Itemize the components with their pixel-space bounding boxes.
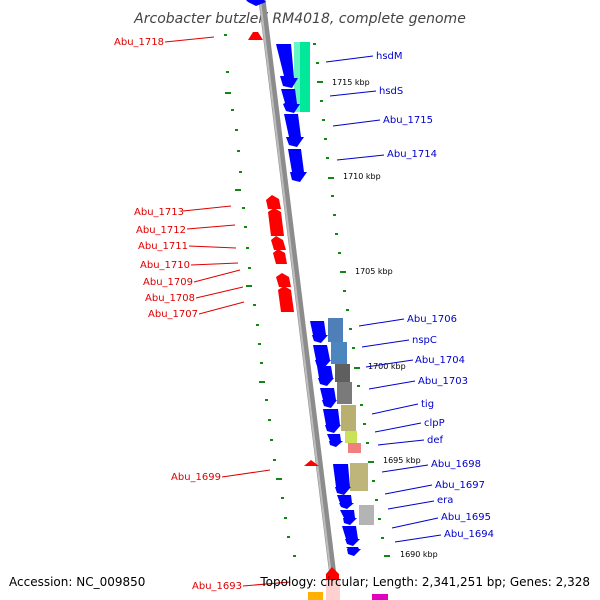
gene-label-forward[interactable]: Abu_1697 xyxy=(435,480,485,491)
gene-label-reverse[interactable]: Abu_1710 xyxy=(140,260,190,271)
category-bar-abu1703 xyxy=(337,382,352,404)
gene-arrow-abu1712[interactable] xyxy=(268,208,284,236)
gene-label-forward[interactable]: Abu_1694 xyxy=(444,529,494,540)
gene-arrow-hsds[interactable] xyxy=(281,89,300,113)
gene-arrow-abu1703[interactable] xyxy=(320,388,337,408)
scale-label: 1710 kbp xyxy=(343,172,381,181)
gene-label-forward[interactable]: Abu_1706 xyxy=(407,314,457,325)
category-bars xyxy=(294,42,374,525)
gene-arrow-abu1718[interactable] xyxy=(248,32,263,40)
gene-arrow-abu1709[interactable] xyxy=(276,273,291,287)
gene-label-forward[interactable]: Abu_1704 xyxy=(415,355,465,366)
category-bar-abu1706 xyxy=(328,318,343,342)
genome-backbone xyxy=(258,0,340,600)
gene-arrow-era[interactable] xyxy=(340,510,357,525)
gene-label-reverse[interactable]: Abu_1707 xyxy=(148,309,198,320)
forward-genes xyxy=(246,0,361,556)
scale-label: 1705 kbp xyxy=(355,267,393,276)
gene-arrow-abu1704[interactable] xyxy=(317,366,334,386)
category-bar-abu1704 xyxy=(335,364,350,382)
gene-label-reverse[interactable]: Abu_1709 xyxy=(143,277,193,288)
gene-arrow-tig[interactable] xyxy=(323,409,341,433)
gene-label-forward[interactable]: Abu_1714 xyxy=(387,149,437,160)
reverse-genes xyxy=(248,32,339,580)
gene-label-reverse[interactable]: Abu_1718 xyxy=(114,37,164,48)
scale-label: 1700 kbp xyxy=(368,362,406,371)
scale-labels: 1715 kbp 1710 kbp 1705 kbp 1700 kbp 1695… xyxy=(332,78,438,559)
gene-label-forward[interactable]: era xyxy=(437,495,453,506)
gene-arrow-abu1714[interactable] xyxy=(288,149,307,182)
category-bar-def xyxy=(348,443,361,453)
category-bar-era xyxy=(359,505,374,525)
gene-label-forward[interactable]: tig xyxy=(421,399,434,410)
gene-arrow-abu1699[interactable] xyxy=(304,460,319,466)
gene-arrow-abu1710[interactable] xyxy=(273,249,287,264)
gene-arrow-abu1697[interactable] xyxy=(337,495,354,509)
gene-label-reverse[interactable]: Abu_1711 xyxy=(138,241,188,252)
gene-arrow-abu1695[interactable] xyxy=(342,526,360,546)
leader-lines-forward xyxy=(325,55,442,543)
gene-arrow-abu1698[interactable] xyxy=(333,464,351,495)
gene-arrow-abu1706[interactable] xyxy=(310,321,328,343)
gene-label-forward[interactable]: clpP xyxy=(424,418,445,429)
gene-label-forward[interactable]: nspC xyxy=(412,335,437,346)
category-bar-tig xyxy=(341,405,356,431)
gene-arrow-abu1694[interactable] xyxy=(346,547,361,556)
scale-ticks-right xyxy=(313,43,390,557)
accession-text: Accession: NC_009850 xyxy=(9,575,145,589)
gene-arrow-top-partial[interactable] xyxy=(246,0,266,6)
topology-text: Topology: circular; Length: 2,341,251 bp… xyxy=(259,575,590,589)
gene-arrow-abu1711[interactable] xyxy=(271,236,286,250)
scale-label: 1695 kbp xyxy=(383,456,421,465)
gene-arrow-hsdm[interactable] xyxy=(276,44,298,88)
gene-label-forward[interactable]: Abu_1715 xyxy=(383,115,433,126)
gene-label-reverse[interactable]: Abu_1708 xyxy=(145,293,195,304)
scale-label: 1690 kbp xyxy=(400,550,438,559)
gene-arrow-abu1693[interactable] xyxy=(326,567,339,580)
gene-label-forward[interactable]: def xyxy=(427,435,444,446)
labels-forward: hsdM hsdS Abu_1715 Abu_1714 Abu_1706 nsp… xyxy=(376,51,494,540)
gene-label-forward[interactable]: hsdS xyxy=(379,86,403,97)
category-bar-clpp xyxy=(345,431,357,443)
gene-arrow-abu1713[interactable] xyxy=(266,195,281,209)
gene-label-reverse[interactable]: Abu_1713 xyxy=(134,207,184,218)
scale-ticks-left xyxy=(224,34,296,557)
gene-label-reverse[interactable]: Abu_1712 xyxy=(136,225,186,236)
gene-label-forward[interactable]: Abu_1695 xyxy=(441,512,491,523)
category-bar-abu1698 xyxy=(350,463,368,491)
gene-label-forward[interactable]: hsdM xyxy=(376,51,403,62)
labels-reverse: Abu_1718 Abu_1713 Abu_1712 Abu_1711 Abu_… xyxy=(114,37,242,592)
edge-features-bottom xyxy=(308,580,388,600)
gene-label-forward[interactable]: Abu_1698 xyxy=(431,459,481,470)
category-bar-nspc xyxy=(331,342,347,364)
gene-arrow-nspc[interactable] xyxy=(313,345,331,368)
gene-label-forward[interactable]: Abu_1703 xyxy=(418,376,468,387)
map-title: Arcobacter butzleri RM4018, complete gen… xyxy=(133,11,466,27)
gene-label-reverse[interactable]: Abu_1699 xyxy=(171,472,221,483)
gene-arrow-clpp[interactable] xyxy=(327,434,343,447)
scale-label: 1715 kbp xyxy=(332,78,370,87)
gene-arrow-abu1715[interactable] xyxy=(284,114,304,147)
gene-arrow-abu1708[interactable] xyxy=(278,286,294,312)
leader-lines-reverse xyxy=(164,36,291,587)
gene-label-reverse[interactable]: Abu_1693 xyxy=(192,581,242,592)
